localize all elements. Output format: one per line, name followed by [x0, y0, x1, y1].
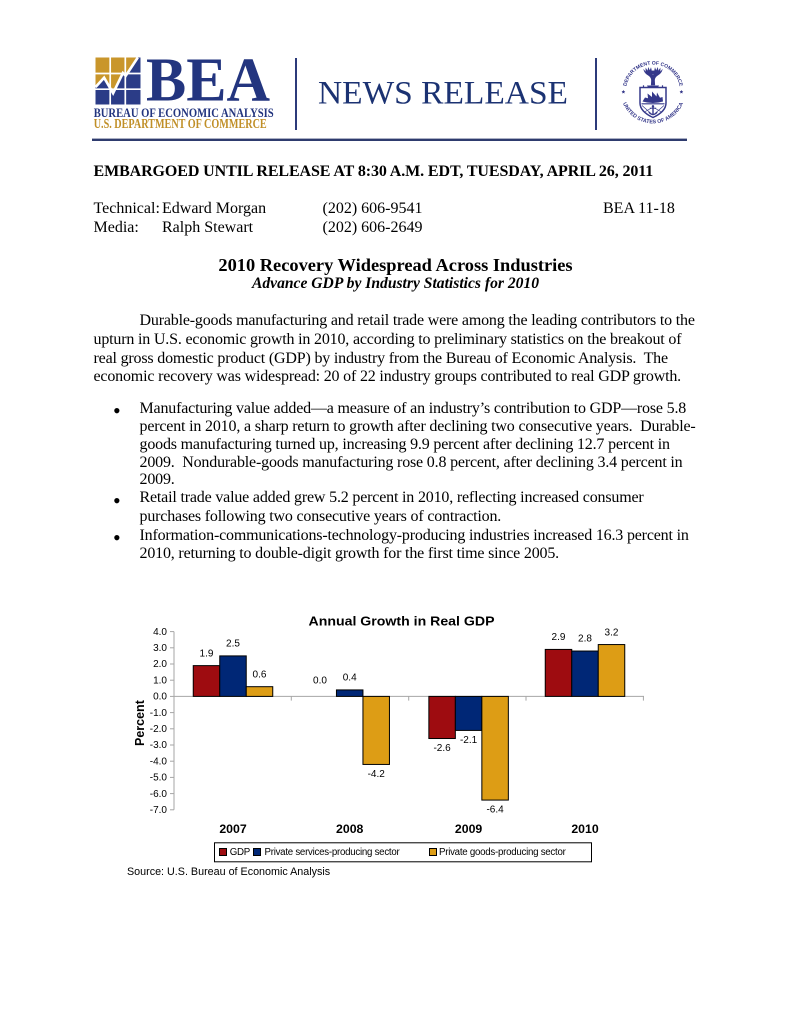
svg-text:0.0: 0.0 — [153, 692, 167, 703]
svg-text:-6.4: -6.4 — [486, 805, 504, 816]
svg-text:-4.0: -4.0 — [150, 756, 168, 767]
svg-text:BUREAU OF ECONOMIC ANALYSIS: BUREAU OF ECONOMIC ANALYSIS — [94, 105, 274, 120]
svg-text:0.0: 0.0 — [313, 676, 327, 687]
svg-text:Private goods-producing sector: Private goods-producing sector — [439, 847, 567, 858]
svg-text:BEA: BEA — [146, 47, 270, 115]
svg-text:-2.6: -2.6 — [433, 743, 451, 754]
svg-text:-2.1: -2.1 — [460, 735, 478, 746]
svg-text:0.4: 0.4 — [343, 673, 357, 684]
svg-text:3.0: 3.0 — [153, 643, 167, 654]
svg-text:Percent: Percent — [133, 699, 147, 746]
svg-text:2007: 2007 — [219, 822, 247, 836]
svg-text:GDP: GDP — [230, 847, 250, 858]
svg-text:1.0: 1.0 — [153, 675, 167, 686]
svg-text:2009: 2009 — [455, 822, 483, 836]
svg-text:2.9: 2.9 — [552, 632, 566, 643]
svg-text:U.S. DEPARTMENT OF COMMERCE: U.S. DEPARTMENT OF COMMERCE — [94, 116, 267, 131]
svg-text:NEWS RELEASE: NEWS RELEASE — [318, 76, 568, 112]
svg-text:2.0: 2.0 — [153, 659, 167, 670]
svg-text:-7.0: -7.0 — [150, 805, 168, 816]
svg-text:2.8: 2.8 — [578, 634, 592, 645]
svg-text:0.6: 0.6 — [253, 669, 267, 680]
svg-text:Private services-producing sec: Private services-producing sector — [265, 847, 401, 858]
svg-text:2010: 2010 — [571, 822, 599, 836]
svg-text:3.2: 3.2 — [605, 627, 619, 638]
svg-text:2008: 2008 — [336, 822, 364, 836]
svg-text:-4.2: -4.2 — [368, 769, 386, 780]
svg-text:2.5: 2.5 — [226, 639, 240, 650]
svg-text:-1.0: -1.0 — [150, 708, 168, 719]
svg-text:Source: U.S. Bureau of Economi: Source: U.S. Bureau of Economic Analysis — [127, 866, 330, 878]
svg-text:-6.0: -6.0 — [150, 789, 168, 800]
svg-text:-5.0: -5.0 — [150, 773, 168, 784]
svg-text:4.0: 4.0 — [153, 627, 167, 638]
svg-text:1.9: 1.9 — [200, 648, 214, 659]
svg-text:Annual Growth in Real GDP: Annual Growth in Real GDP — [309, 614, 495, 628]
svg-text:-3.0: -3.0 — [150, 740, 168, 751]
svg-text:-2.0: -2.0 — [150, 724, 168, 735]
